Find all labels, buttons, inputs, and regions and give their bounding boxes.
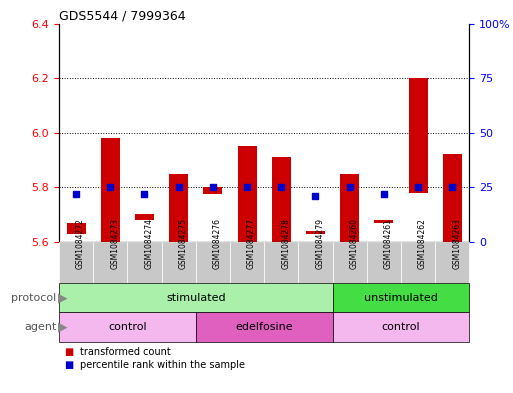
Text: transformed count: transformed count (80, 347, 170, 357)
Bar (101, 138, 120, 242)
Text: GSM1084279: GSM1084279 (315, 218, 325, 269)
Bar (272, 157, 291, 242)
Bar (306, 231, 325, 233)
Text: GSM1084260: GSM1084260 (350, 218, 359, 269)
Text: GSM1084278: GSM1084278 (281, 218, 290, 269)
Text: GSM1084272: GSM1084272 (76, 218, 85, 269)
Text: ■: ■ (64, 347, 73, 357)
Text: stimulated: stimulated (166, 293, 226, 303)
Text: GSM1084276: GSM1084276 (213, 218, 222, 269)
Text: unstimulated: unstimulated (364, 293, 438, 303)
Point (380, 191, 388, 197)
Point (106, 184, 114, 190)
Text: GSM1084277: GSM1084277 (247, 218, 256, 269)
Bar (340, 174, 359, 242)
Text: GSM1084263: GSM1084263 (452, 218, 461, 269)
Bar (135, 215, 154, 220)
Point (209, 184, 217, 190)
Bar (204, 187, 222, 194)
Point (277, 184, 285, 190)
Text: edelfosine: edelfosine (235, 322, 293, 332)
Point (174, 184, 183, 190)
Bar (374, 220, 393, 222)
Point (311, 193, 320, 199)
Point (243, 184, 251, 190)
Bar (238, 146, 256, 242)
Text: GSM1084275: GSM1084275 (179, 218, 188, 269)
Bar (169, 174, 188, 242)
Text: GSM1084262: GSM1084262 (418, 218, 427, 269)
Point (141, 191, 149, 197)
Text: GDS5544 / 7999364: GDS5544 / 7999364 (59, 9, 186, 22)
Bar (67, 222, 86, 233)
Text: GSM1084274: GSM1084274 (145, 218, 153, 269)
Text: agent: agent (24, 322, 56, 332)
Bar (443, 154, 462, 242)
Text: ▶: ▶ (58, 321, 68, 334)
Point (448, 184, 457, 190)
Point (414, 184, 422, 190)
Text: control: control (382, 322, 420, 332)
Bar (409, 78, 427, 193)
Point (72, 191, 80, 197)
Text: ▶: ▶ (58, 291, 68, 304)
Text: GSM1084273: GSM1084273 (110, 218, 120, 269)
Text: ■: ■ (64, 360, 73, 370)
Text: GSM1084261: GSM1084261 (384, 218, 393, 269)
Text: percentile rank within the sample: percentile rank within the sample (80, 360, 245, 370)
Point (346, 184, 354, 190)
Text: control: control (108, 322, 147, 332)
Text: protocol: protocol (11, 293, 56, 303)
